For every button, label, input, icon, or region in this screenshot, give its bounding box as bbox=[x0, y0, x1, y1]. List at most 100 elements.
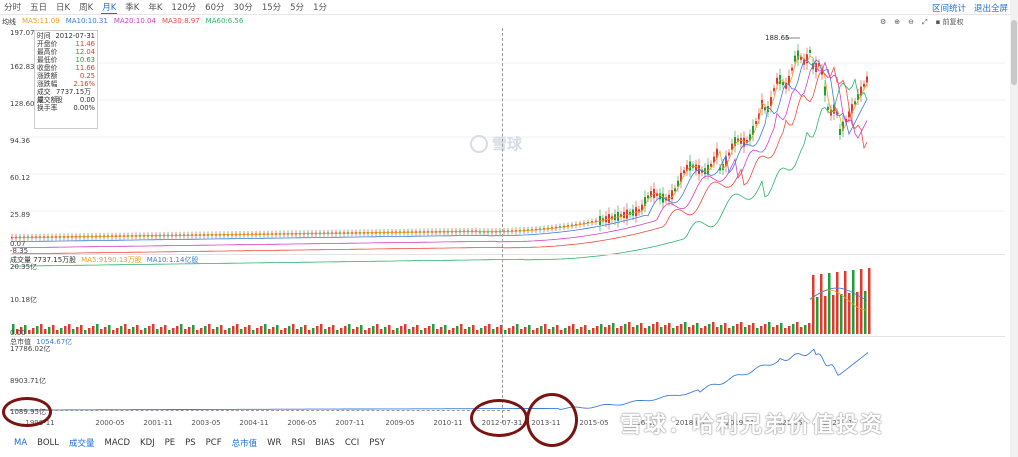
volume-bar bbox=[844, 271, 847, 334]
indicator-tab[interactable]: PS bbox=[185, 437, 196, 448]
candle-body bbox=[785, 82, 787, 89]
volume-bar bbox=[16, 329, 19, 334]
candle-body bbox=[680, 172, 682, 182]
period-tab[interactable]: 1分 bbox=[313, 3, 327, 13]
indicator-tab[interactable]: PE bbox=[164, 437, 176, 448]
volume-bar bbox=[592, 328, 595, 334]
volume-bar bbox=[404, 324, 407, 334]
info-key: 最低价 bbox=[37, 56, 58, 64]
volume-bar bbox=[128, 329, 131, 334]
annotation-circle bbox=[2, 397, 52, 427]
period-tab[interactable]: 分时 bbox=[4, 3, 22, 13]
period-tab[interactable]: 15分 bbox=[261, 3, 282, 13]
candle-body bbox=[827, 106, 829, 110]
volume-bar bbox=[852, 270, 855, 334]
indicator-tab[interactable]: 总市值 bbox=[231, 438, 258, 449]
volume-bar bbox=[120, 326, 123, 334]
volume-bar bbox=[640, 323, 643, 334]
volume-bar bbox=[532, 330, 535, 334]
time-tick-label: 2022-11 bbox=[823, 419, 853, 427]
indicator-tab[interactable]: MACD bbox=[104, 437, 130, 448]
volume-bar bbox=[476, 330, 479, 334]
period-tab[interactable]: 季K bbox=[125, 3, 140, 13]
volume-bar bbox=[356, 327, 359, 334]
indicator-tab[interactable]: RSI bbox=[291, 437, 306, 448]
indicator-tab[interactable]: BIAS bbox=[315, 437, 335, 448]
time-tick-label: 2016-11 bbox=[627, 419, 657, 427]
candle-body bbox=[854, 101, 856, 105]
volume-bar bbox=[564, 328, 567, 334]
candle-body bbox=[857, 93, 859, 100]
info-key: 开盘价 bbox=[37, 40, 58, 48]
period-tab[interactable]: 月K bbox=[101, 2, 118, 14]
volume-bar bbox=[864, 291, 867, 334]
time-tick-label: 2010-11 bbox=[433, 419, 463, 427]
volume-bar bbox=[176, 326, 179, 334]
indicator-tab[interactable]: WR bbox=[267, 437, 282, 448]
volume-bar bbox=[420, 330, 423, 334]
period-tab[interactable]: 日K bbox=[56, 3, 71, 13]
volume-bar bbox=[712, 322, 715, 334]
volume-bar bbox=[336, 330, 339, 334]
period-tab[interactable]: 30分 bbox=[233, 3, 253, 13]
candle-body bbox=[803, 58, 805, 65]
period-tab[interactable]: 120分 bbox=[171, 3, 197, 13]
info-value: 10.63 bbox=[75, 56, 95, 64]
period-tab[interactable]: 周K bbox=[79, 3, 94, 13]
indicator-tab[interactable]: BOLL bbox=[37, 437, 59, 448]
volume-ma-line bbox=[809, 289, 868, 311]
exit-fullscreen-link[interactable]: 退出全屏 bbox=[973, 4, 1008, 14]
volume-bar bbox=[148, 326, 151, 334]
volume-bar bbox=[268, 329, 271, 334]
volume-bar bbox=[124, 324, 127, 334]
volume-bar bbox=[744, 327, 747, 334]
volume-bar bbox=[224, 330, 227, 334]
volume-bar bbox=[868, 268, 871, 334]
info-row: 最高价 12.04 bbox=[37, 48, 95, 56]
volume-bar bbox=[232, 326, 235, 334]
candle-body bbox=[800, 56, 802, 60]
candle-body bbox=[683, 170, 685, 174]
scrollbar[interactable] bbox=[1010, 0, 1018, 457]
scrollbar-thumb[interactable] bbox=[1011, 20, 1017, 85]
zoom-out-icon[interactable]: ⊖ bbox=[908, 18, 915, 26]
period-tab[interactable]: 60分 bbox=[205, 3, 225, 13]
range-stats-link[interactable]: 区间统计 bbox=[931, 4, 966, 14]
indicator-tab[interactable]: KDJ bbox=[140, 437, 155, 448]
volume-bar bbox=[352, 329, 355, 334]
volume-bar bbox=[468, 327, 471, 334]
info-key: 涨跌幅 bbox=[37, 80, 58, 88]
adjust-mode[interactable]: ▪ 前复权 bbox=[935, 18, 964, 26]
candle-body bbox=[791, 67, 793, 71]
volume-bar bbox=[64, 326, 67, 334]
volume-bar bbox=[348, 324, 351, 334]
volume-bar bbox=[240, 329, 243, 334]
candle-body bbox=[836, 111, 838, 115]
fullscreen-icon[interactable]: ⤢ bbox=[922, 17, 928, 26]
zoom-in-icon[interactable]: ⊕ bbox=[894, 18, 901, 26]
indicator-tab[interactable]: PCF bbox=[205, 437, 222, 448]
indicator-tab[interactable]: CCI bbox=[344, 437, 360, 448]
period-tab[interactable]: 年K bbox=[148, 3, 163, 13]
volume-bar bbox=[280, 330, 283, 334]
period-tab[interactable]: 5分 bbox=[290, 3, 305, 13]
volume-bar bbox=[456, 326, 459, 334]
volume-bar bbox=[308, 330, 311, 334]
indicator-tab[interactable]: MA bbox=[14, 437, 28, 448]
volume-bar bbox=[136, 325, 139, 334]
info-key: 成交额 bbox=[37, 96, 58, 104]
indicator-tab[interactable]: 成交量 bbox=[69, 438, 95, 449]
volume-bar bbox=[248, 325, 251, 334]
volume-tick-label: 20.35亿 bbox=[10, 263, 38, 271]
volume-bar bbox=[792, 324, 795, 334]
volume-bar bbox=[192, 325, 195, 334]
settings-icon[interactable]: ⚙ bbox=[880, 18, 887, 26]
indicator-tab[interactable]: PSY bbox=[369, 437, 385, 448]
volume-legend-item: MA5:9190.13万股 bbox=[81, 256, 142, 264]
volume-bar bbox=[216, 327, 219, 334]
time-tick-label: 2000-05 bbox=[95, 419, 125, 427]
volume-bar bbox=[652, 324, 655, 334]
volume-bar bbox=[568, 326, 571, 334]
period-tab[interactable]: 五日 bbox=[30, 3, 48, 13]
